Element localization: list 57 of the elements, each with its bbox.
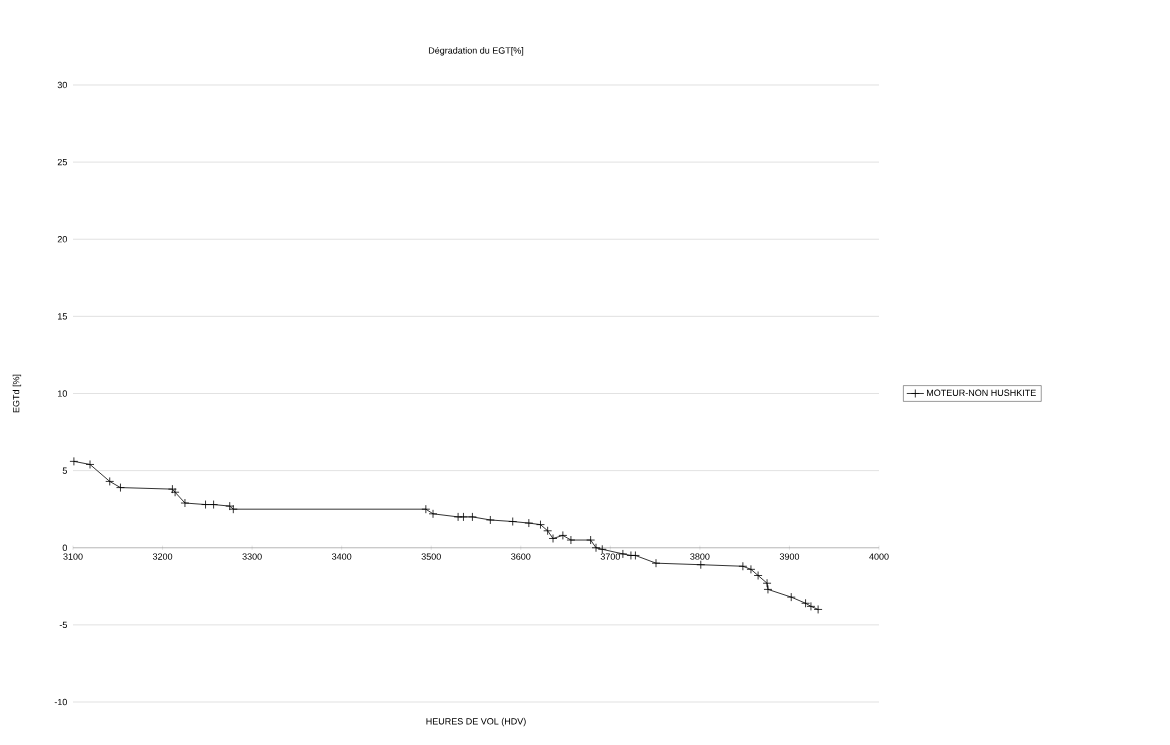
point [696,560,706,570]
y-tick-label: 0 [62,544,67,551]
point [105,477,115,486]
point [566,535,576,545]
x-tick-label: 3400 [332,553,352,560]
point [459,512,468,522]
x-tick-label: 3900 [779,553,800,560]
point [786,592,796,602]
point [763,585,773,594]
point [597,544,607,554]
x-tick-label: 3500 [421,553,441,560]
y-tick-label: 10 [58,390,67,397]
point [85,460,95,469]
x-tick-label: 3100 [63,553,83,560]
point [180,498,190,508]
chart-title: Dégradation du EGT[%] [428,46,524,56]
point [591,543,601,553]
point [586,535,596,545]
point [543,526,553,536]
y-tick-label: -10 [54,698,67,706]
point [485,515,495,525]
x-tick-label: 3600 [511,553,531,560]
point [762,578,772,588]
y-tick-label: 20 [57,236,67,243]
y-tick-label: -5 [59,621,67,629]
point [548,534,558,543]
point [421,504,431,514]
y-tick-label: 5 [62,467,67,474]
point [428,509,438,519]
point [536,520,545,530]
point [753,571,763,580]
point [69,456,79,466]
legend-label: MOTEUR-NON HUSHKITE [926,389,1036,396]
y-tick-label: 30 [57,81,67,89]
point [631,551,640,560]
x-tick-label: 3800 [690,553,710,560]
point [746,564,756,574]
point [168,484,177,494]
point [738,561,748,571]
x-tick-label: 4000 [869,553,889,560]
x-tick-label: 3700 [600,553,620,560]
point [116,483,125,492]
point [813,605,823,614]
y-tick-label: 15 [58,313,67,320]
point [558,531,568,540]
x-tick-label: 3200 [152,553,173,560]
point [201,500,210,509]
point [524,518,534,528]
point [170,487,180,497]
point [468,512,477,522]
y-axis-title: EGTd [%] [12,374,22,413]
point [209,500,218,509]
x-axis-title: HEURES DE VOL (HDV) [426,717,526,727]
x-tick-label: 3300 [242,553,262,560]
point [651,558,661,568]
point [508,517,518,526]
y-tick-label: 25 [57,158,67,166]
